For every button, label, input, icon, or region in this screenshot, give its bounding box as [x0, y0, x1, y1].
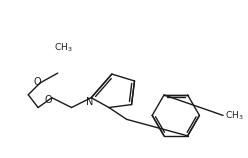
Text: CH$_3$: CH$_3$	[225, 109, 244, 122]
Text: O: O	[33, 77, 41, 87]
Text: CH$_3$: CH$_3$	[54, 42, 73, 54]
Text: O: O	[44, 95, 52, 105]
Text: N: N	[86, 97, 93, 107]
